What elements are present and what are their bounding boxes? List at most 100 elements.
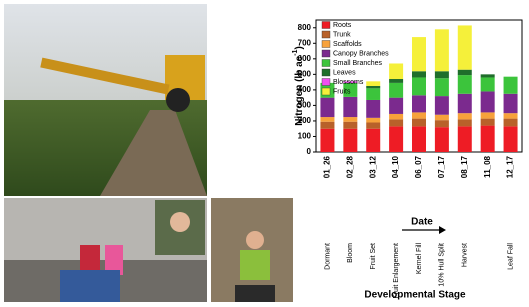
bar-segment xyxy=(343,122,357,129)
bar-segment xyxy=(481,74,495,77)
bar-segment xyxy=(389,114,403,119)
stage-axis-label: Developmental Stage xyxy=(364,290,466,301)
arrow-head xyxy=(439,226,446,234)
bar-segment xyxy=(366,100,380,118)
legend-label: Small Branches xyxy=(333,60,383,67)
bar-segment xyxy=(389,119,403,126)
bar-segment xyxy=(366,81,380,86)
stage-label: Bloom xyxy=(347,243,354,263)
y-tick-label: 600 xyxy=(298,54,312,63)
bar-segment xyxy=(481,126,495,152)
page: Nitrogen (lb ac-1) Date Developmental St… xyxy=(0,0,529,302)
y-tick-label: 800 xyxy=(298,23,312,32)
x-tick-label: 06_07 xyxy=(414,155,423,178)
legend-swatch xyxy=(322,69,330,76)
y-tick-label: 400 xyxy=(298,85,312,94)
stage-label: Harvest xyxy=(462,243,469,267)
legend-label: Blossoms xyxy=(333,79,364,86)
bar-segment xyxy=(435,120,449,127)
legend-label: Roots xyxy=(333,22,352,29)
x-axis-label: Date xyxy=(411,217,433,228)
stage-label: Dormant xyxy=(324,243,331,270)
bar-segment xyxy=(320,122,334,129)
x-tick-label: 04_10 xyxy=(391,155,400,178)
legend-label: Leaves xyxy=(333,69,356,76)
bar-segment xyxy=(435,96,449,115)
bar-segment xyxy=(366,86,380,88)
bar-segment xyxy=(458,113,472,119)
bar-segment xyxy=(458,119,472,126)
bar-segment xyxy=(412,71,426,77)
bar-segment xyxy=(389,83,403,98)
bar-segment xyxy=(458,25,472,69)
bar-segment xyxy=(504,94,518,113)
x-tick-label: 12_17 xyxy=(506,155,515,178)
legend-swatch xyxy=(322,22,330,29)
bar-segment xyxy=(366,88,380,100)
legend-swatch xyxy=(322,79,330,86)
y-tick-label: 500 xyxy=(298,69,312,78)
y-tick-label: 100 xyxy=(298,132,312,141)
bar-segment xyxy=(366,122,380,128)
x-tick-label: 08_17 xyxy=(460,155,469,178)
bar-segment xyxy=(458,70,472,75)
stage-label: Leaf Fall xyxy=(507,243,514,270)
legend-swatch xyxy=(322,31,330,38)
bar-segment xyxy=(458,126,472,152)
legend-label: Trunk xyxy=(333,31,351,38)
x-tick-label: 11_08 xyxy=(483,155,492,177)
legend-swatch xyxy=(322,88,330,95)
x-tick-label: 01_26 xyxy=(323,155,332,178)
bar-segment xyxy=(412,37,426,71)
legend-swatch xyxy=(322,60,330,67)
stage-label: 10% Hull Split xyxy=(439,243,446,287)
bar-segment xyxy=(458,94,472,113)
bar-segment xyxy=(504,113,518,118)
bar-segment xyxy=(481,112,495,118)
bar-segment xyxy=(435,78,449,96)
bar-segment xyxy=(389,63,403,79)
bar-segment xyxy=(343,117,357,122)
bar-segment xyxy=(435,127,449,152)
bar-segment xyxy=(435,115,449,120)
stage-label: Fruit Set xyxy=(370,243,377,270)
bar-segment xyxy=(435,29,449,71)
legend-label: Fruits xyxy=(333,88,351,95)
bar-segment xyxy=(481,91,495,112)
y-tick-label: 700 xyxy=(298,38,312,47)
bar-segment xyxy=(412,126,426,152)
legend-label: Canopy Branches xyxy=(333,50,389,57)
stage-label: Fruit Enlargement xyxy=(393,243,400,299)
bar-segment xyxy=(504,77,518,94)
bar-segment xyxy=(412,77,426,95)
bar-segment xyxy=(481,77,495,91)
photo-orchard xyxy=(4,4,207,196)
bar-segment xyxy=(504,126,518,152)
bar-segment xyxy=(343,97,357,117)
bar-segment xyxy=(320,129,334,152)
bar-segment xyxy=(366,118,380,123)
bar-segment xyxy=(320,98,334,117)
bar-segment xyxy=(343,129,357,152)
bar-segment xyxy=(389,98,403,114)
photo-worker xyxy=(211,198,293,302)
y-tick-label: 300 xyxy=(298,101,312,110)
bar-segment xyxy=(389,126,403,152)
y-tick-label: 0 xyxy=(307,147,312,156)
bar-segment xyxy=(412,95,426,112)
legend-swatch xyxy=(322,50,330,57)
x-tick-label: 07_17 xyxy=(437,155,446,178)
bar-segment xyxy=(458,75,472,94)
bar-segment xyxy=(481,119,495,126)
bar-segment xyxy=(412,119,426,127)
stage-label: Kernel Fill xyxy=(416,243,423,275)
x-tick-label: 03_12 xyxy=(368,155,377,178)
bar-segment xyxy=(320,117,334,122)
bar-segment xyxy=(504,119,518,127)
photo-crew xyxy=(4,198,207,302)
bar-segment xyxy=(366,129,380,152)
bar-segment xyxy=(412,112,426,118)
legend-label: Scaffolds xyxy=(333,41,362,48)
legend-swatch xyxy=(322,41,330,48)
bar-segment xyxy=(389,79,403,83)
